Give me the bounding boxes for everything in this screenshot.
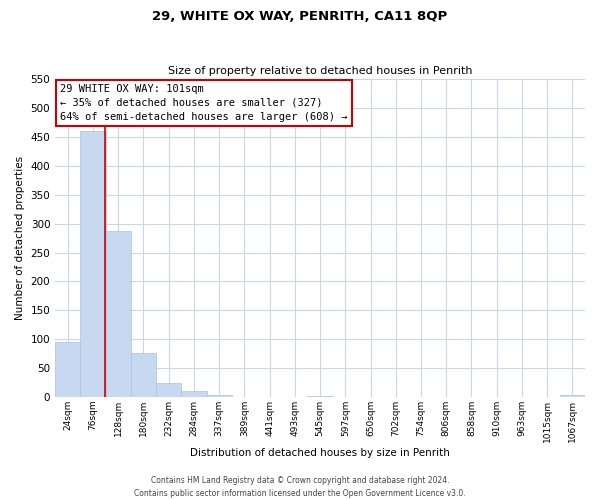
- Text: 29, WHITE OX WAY, PENRITH, CA11 8QP: 29, WHITE OX WAY, PENRITH, CA11 8QP: [152, 10, 448, 23]
- Text: Contains HM Land Registry data © Crown copyright and database right 2024.
Contai: Contains HM Land Registry data © Crown c…: [134, 476, 466, 498]
- Title: Size of property relative to detached houses in Penrith: Size of property relative to detached ho…: [168, 66, 472, 76]
- Bar: [560, 396, 585, 397]
- Bar: [106, 230, 131, 397]
- Text: 29 WHITE OX WAY: 101sqm
← 35% of detached houses are smaller (327)
64% of semi-d: 29 WHITE OX WAY: 101sqm ← 35% of detache…: [61, 84, 348, 122]
- Bar: [181, 392, 206, 397]
- Bar: [307, 396, 332, 397]
- Bar: [80, 131, 106, 397]
- Bar: [131, 352, 156, 397]
- Bar: [156, 382, 181, 397]
- X-axis label: Distribution of detached houses by size in Penrith: Distribution of detached houses by size …: [190, 448, 450, 458]
- Bar: [206, 394, 232, 397]
- Y-axis label: Number of detached properties: Number of detached properties: [15, 156, 25, 320]
- Bar: [55, 342, 80, 397]
